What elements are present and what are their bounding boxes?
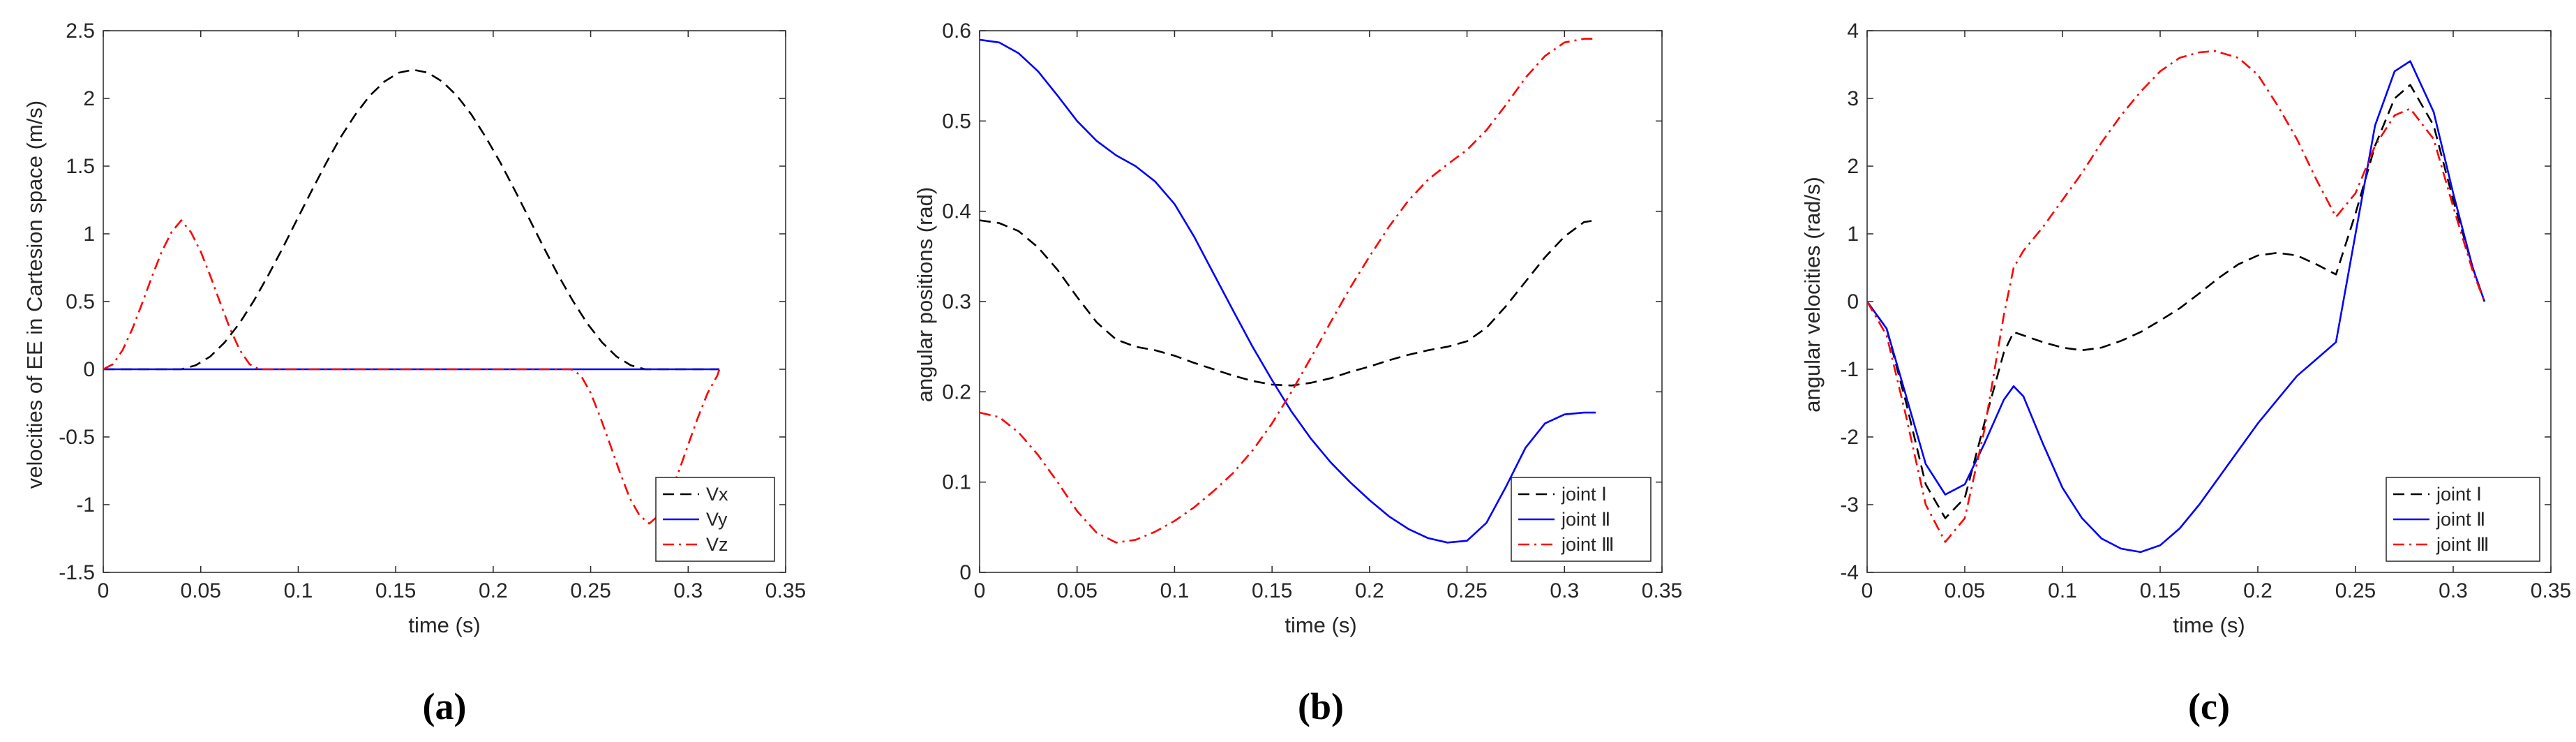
ytick-label-a-7: 2 (83, 87, 95, 110)
ytick-label-a-5: 1 (83, 223, 95, 246)
ylabel-b: angular positions (rad) (913, 187, 937, 402)
xtick-label-c-2: 0.1 (2048, 579, 2077, 602)
xlabel-b: time (s) (1285, 613, 1356, 637)
xlabel-a: time (s) (408, 613, 480, 637)
xtick-label-b-6: 0.3 (1550, 579, 1579, 602)
caption-b: (b) (1298, 685, 1344, 727)
ytick-label-c-2: -2 (1840, 426, 1859, 449)
xtick-label-b-1: 0.05 (1057, 579, 1098, 602)
legend-label-b-2: joint Ⅲ (1561, 534, 1615, 555)
caption-a: (a) (423, 685, 467, 727)
legend-label-c-1: joint Ⅱ (2436, 509, 2485, 530)
ytick-label-c-7: 3 (1847, 87, 1859, 110)
xtick-label-b-5: 0.25 (1446, 579, 1487, 602)
xtick-label-b-0: 0 (974, 579, 986, 602)
series-line-c-joint__ (1867, 50, 2486, 543)
legend-label-c-0: joint Ⅰ (2436, 484, 2482, 505)
xtick-label-c-1: 0.05 (1945, 579, 1985, 602)
xtick-label-b-2: 0.1 (1160, 579, 1190, 602)
xtick-label-a-5: 0.25 (570, 579, 611, 602)
ytick-label-b-5: 0.5 (942, 110, 971, 133)
ytick-label-c-0: -4 (1840, 561, 1859, 584)
series-line-b-joint__ (980, 38, 1596, 544)
ytick-label-a-3: 0 (83, 358, 95, 381)
ytick-label-a-6: 1.5 (66, 155, 95, 178)
ytick-label-a-0: -1.5 (59, 561, 95, 584)
ytick-label-b-2: 0.2 (942, 380, 971, 403)
ytick-label-c-8: 4 (1847, 20, 1859, 43)
xtick-label-a-0: 0 (98, 579, 110, 602)
ytick-label-b-0: 0 (959, 561, 971, 584)
legend-label-b-1: joint Ⅱ (1561, 509, 1610, 530)
ylabel-a: velocities of EE in Cartesion space (m/s… (22, 101, 47, 489)
chart-panel-b: angular positions (rad) time (s) (b) 0 0.… (913, 20, 1682, 727)
ytick-label-c-1: -3 (1840, 494, 1859, 517)
ytick-label-b-1: 0.1 (942, 471, 971, 494)
legend-label-a-1: Vy (706, 509, 728, 530)
chart-panel-a: velocities of EE in Cartesion space (m/s… (22, 20, 806, 727)
xtick-label-a-6: 0.3 (673, 579, 703, 602)
xtick-label-a-1: 0.05 (181, 579, 221, 602)
ytick-label-a-1: -1 (76, 494, 95, 517)
series-line-c-joint__ (1867, 60, 2486, 554)
ytick-label-b-3: 0.3 (942, 290, 971, 313)
legend-label-b-0: joint Ⅰ (1561, 484, 1607, 505)
ylabel-c: angular velocities (rad/s) (1800, 177, 1825, 413)
xtick-label-c-0: 0 (1862, 579, 1873, 602)
xlabel-c: time (s) (2173, 613, 2245, 637)
xtick-label-a-4: 0.2 (479, 579, 508, 602)
xtick-label-b-7: 0.35 (1642, 579, 1682, 602)
ytick-label-c-3: -1 (1840, 358, 1859, 381)
xtick-label-a-2: 0.1 (284, 579, 313, 602)
xtick-label-c-3: 0.15 (2140, 579, 2180, 602)
xtick-label-b-4: 0.2 (1355, 579, 1384, 602)
legend-label-a-0: Vx (706, 484, 728, 505)
xtick-label-a-7: 0.35 (765, 579, 806, 602)
ytick-label-a-8: 2.5 (66, 20, 95, 43)
chart-panel-c: angular velocities (rad/s) time (s) (c) … (1800, 20, 2571, 727)
ytick-label-b-4: 0.4 (942, 200, 971, 223)
xtick-label-c-7: 0.35 (2531, 579, 2571, 602)
series-line-b-joint__ (980, 38, 1596, 544)
legend-label-a-2: Vz (706, 534, 728, 555)
xtick-label-c-5: 0.25 (2335, 579, 2376, 602)
ytick-label-c-4: 0 (1847, 290, 1859, 313)
legend-label-c-2: joint Ⅲ (2436, 534, 2489, 555)
ytick-label-a-4: 0.5 (66, 290, 95, 313)
ytick-label-b-6: 0.6 (942, 20, 971, 43)
ytick-label-c-5: 1 (1847, 223, 1859, 246)
xtick-label-a-3: 0.15 (375, 579, 416, 602)
xtick-label-c-6: 0.3 (2439, 579, 2468, 602)
series-line-b-joint__ (980, 219, 1596, 387)
ytick-label-c-6: 2 (1847, 155, 1859, 178)
ytick-label-a-2: -0.5 (59, 426, 95, 449)
xtick-label-c-4: 0.2 (2243, 579, 2272, 602)
series-line-c-joint__ (1867, 84, 2486, 519)
caption-c: (c) (2188, 685, 2230, 727)
xtick-label-b-3: 0.15 (1252, 579, 1292, 602)
